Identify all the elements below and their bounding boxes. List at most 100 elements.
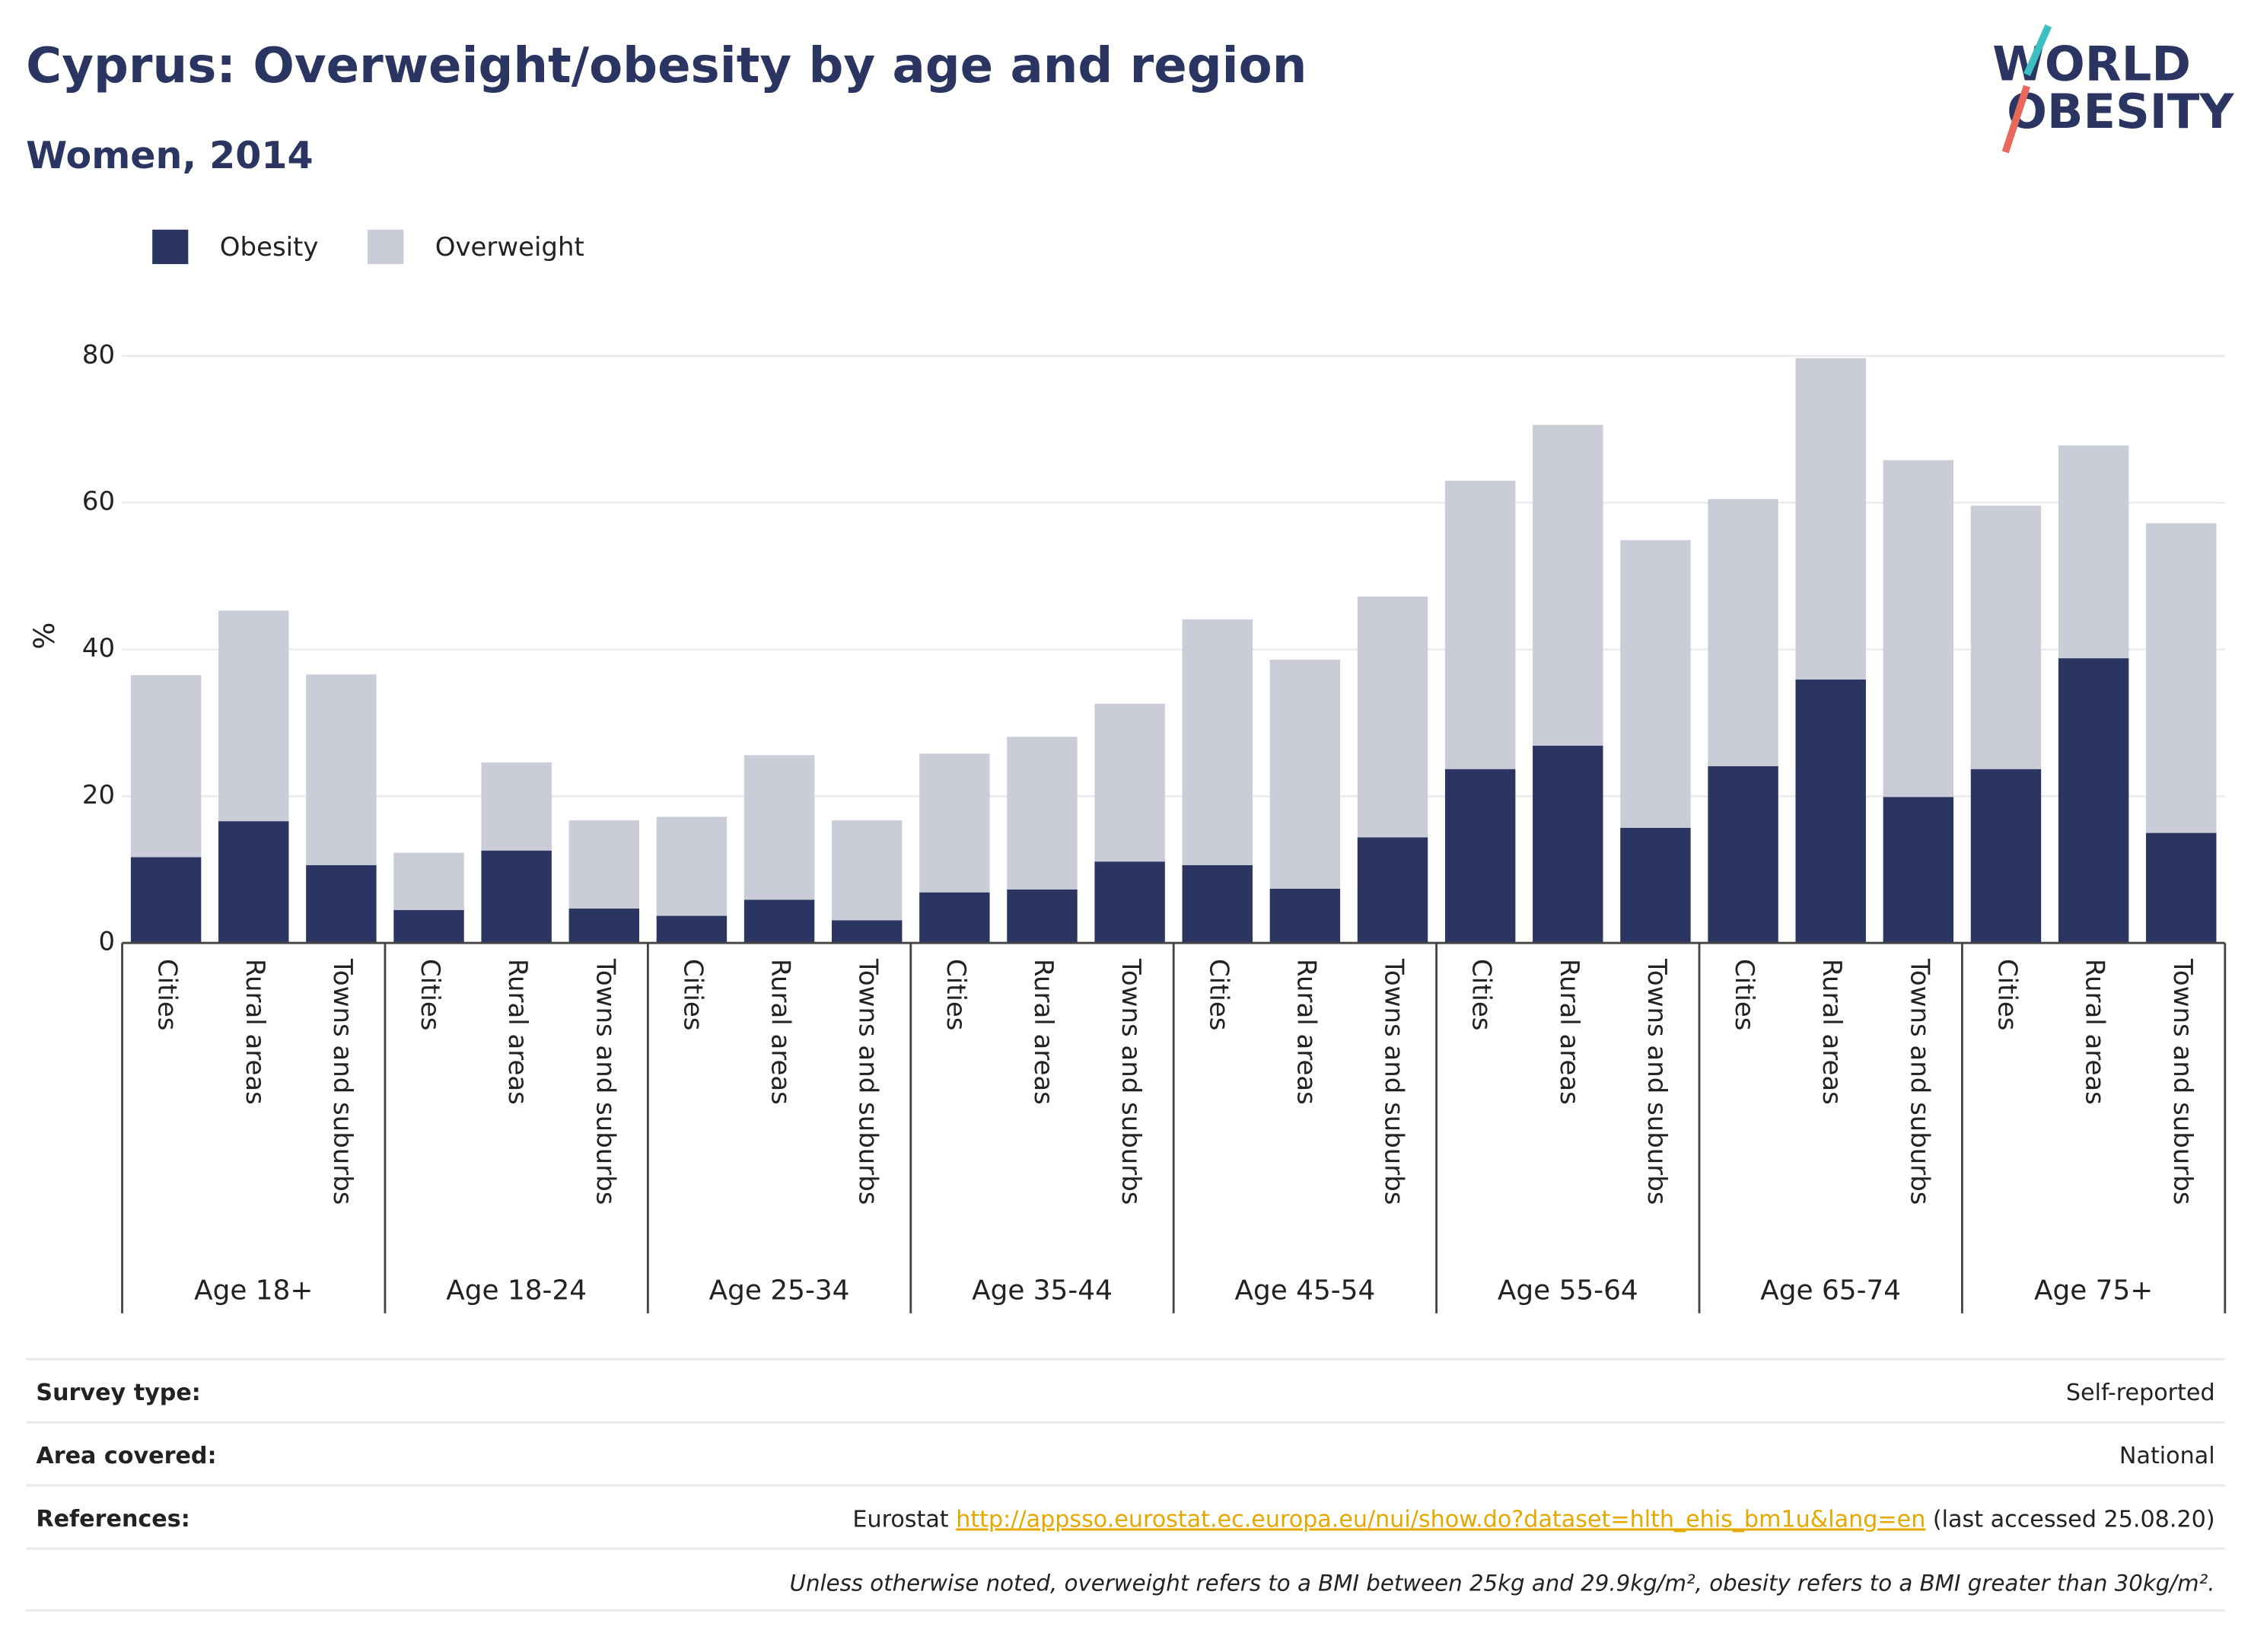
x-tick-label: Towns and suburbs xyxy=(1379,958,1409,1205)
x-tick-label: Rural areas xyxy=(502,959,533,1105)
x-tick-label: Rural areas xyxy=(2080,959,2110,1105)
bar-segment xyxy=(1182,619,1253,866)
footer-label: Area covered: xyxy=(36,1443,216,1469)
x-tick-label: Cities xyxy=(1992,959,2022,1030)
x-tick-label: Rural areas xyxy=(1291,959,1321,1105)
logo-text: OBESITY xyxy=(2007,84,2234,139)
bar-segment xyxy=(306,674,377,866)
bar-segment xyxy=(656,816,728,916)
bar-segment xyxy=(1620,540,1691,828)
x-tick-label: Cities xyxy=(677,959,708,1030)
chart-subtitle: Women, 2014 xyxy=(26,133,313,177)
bar-segment xyxy=(1007,737,1078,890)
bar-segment xyxy=(218,610,289,822)
bar-segment xyxy=(393,909,464,944)
y-axis-label: % xyxy=(27,622,61,650)
x-tick-label: Cities xyxy=(941,959,971,1030)
chart-title: Cyprus: Overweight/obesity by age and re… xyxy=(26,37,1307,94)
bar-segment xyxy=(1444,769,1516,944)
bar-segment xyxy=(1795,680,1866,944)
legend-swatch xyxy=(152,229,189,265)
bar-segment xyxy=(1708,498,1778,766)
bar-segment xyxy=(832,820,903,921)
bar-segment xyxy=(306,865,377,944)
footer-value: Self-reported xyxy=(2066,1380,2215,1406)
source: Eurostat xyxy=(852,1506,948,1533)
x-tick-label: Rural areas xyxy=(1028,959,1059,1105)
footer-lines xyxy=(26,1358,2225,1612)
bar-segment xyxy=(2146,832,2217,944)
y-tick-label: 40 xyxy=(82,633,115,664)
x-tick-label: Towns and suburbs xyxy=(1641,958,1672,1205)
bar-segment xyxy=(1795,358,1866,680)
x-tick-label: Rural areas xyxy=(766,959,796,1105)
bar-segment xyxy=(481,762,552,851)
bar-segment xyxy=(1708,766,1778,944)
bar-segment xyxy=(832,920,903,944)
bar-segment xyxy=(1269,659,1341,889)
bar-segment xyxy=(1357,597,1428,838)
y-tick-label: 60 xyxy=(82,486,115,517)
x-tick-label: Rural areas xyxy=(240,959,270,1105)
bar-segment xyxy=(1094,861,1165,944)
x-tick-label: Towns and suburbs xyxy=(853,958,884,1205)
bar-segment xyxy=(743,755,815,900)
logo-text: WORLD xyxy=(1992,37,2191,92)
bar-segment xyxy=(1357,837,1428,944)
bar-segment xyxy=(1007,889,1078,944)
x-tick-label: Towns and suburbs xyxy=(1116,958,1146,1205)
x-tick-label: Cities xyxy=(1203,959,1234,1030)
x-tick-label: Towns and suburbs xyxy=(327,958,358,1205)
footer-label: References: xyxy=(36,1506,189,1533)
x-tick-label: Cities xyxy=(1466,959,1497,1030)
x-tick-label: Towns and suburbs xyxy=(2167,958,2198,1205)
x-tick-label: Rural areas xyxy=(1554,959,1584,1105)
footer-label: Survey type: xyxy=(36,1380,201,1406)
bar-segment xyxy=(130,857,202,944)
group-label: Age 35-44 xyxy=(972,1275,1113,1307)
bar-segment xyxy=(919,753,990,893)
bar-segment xyxy=(568,820,640,909)
bar-segment xyxy=(1883,797,1954,944)
link[interactable]: http://appsso.eurostat.ec.europa.eu/nui/… xyxy=(956,1506,1925,1533)
group-label: Age 18-24 xyxy=(446,1275,587,1307)
bar-segment xyxy=(481,850,552,944)
legend-label: Obesity xyxy=(220,232,319,263)
group-label: Age 45-54 xyxy=(1234,1275,1375,1307)
bar-segment xyxy=(1094,703,1165,862)
x-tick-label: Cities xyxy=(1729,959,1759,1030)
bar-segment xyxy=(1533,425,1603,746)
bar-segment xyxy=(919,892,990,944)
bar-segment xyxy=(568,908,640,944)
bar-segment xyxy=(656,915,728,944)
bar-segment xyxy=(2058,658,2129,944)
bar-segment xyxy=(393,852,464,910)
footer-note: Unless otherwise noted, overweight refer… xyxy=(790,1570,2215,1596)
x-tick-label: Towns and suburbs xyxy=(590,958,620,1205)
bar-segment xyxy=(1970,505,2042,769)
y-tick-label: 80 xyxy=(82,339,115,370)
group-label: Age 75+ xyxy=(2034,1275,2153,1307)
bar-segment xyxy=(1444,480,1516,769)
x-tick-label: Rural areas xyxy=(1816,959,1847,1105)
x-tick-label: Cities xyxy=(415,959,445,1030)
y-tick-label: 20 xyxy=(82,780,115,810)
legend-label: Overweight xyxy=(435,232,584,263)
y-tick-label: 0 xyxy=(99,927,116,957)
bar-segment xyxy=(1620,827,1691,944)
bar-segment xyxy=(218,821,289,944)
group-label: Age 55-64 xyxy=(1498,1275,1638,1307)
bar-segment xyxy=(1883,460,1954,797)
bar-segment xyxy=(743,899,815,944)
references: Eurostat http://appsso.eurostat.ec.europ… xyxy=(852,1506,2214,1533)
group-label: Age 25-34 xyxy=(709,1275,850,1307)
group-label: Age 65-74 xyxy=(1760,1275,1901,1307)
bar-segment xyxy=(2146,523,2217,833)
bar-segment xyxy=(1970,769,2042,944)
accessed: (last accessed 25.08.20) xyxy=(1933,1506,2215,1533)
bar-segment xyxy=(1533,745,1603,944)
x-tick-label: Towns and suburbs xyxy=(1904,958,1934,1205)
legend-swatch xyxy=(368,229,404,265)
